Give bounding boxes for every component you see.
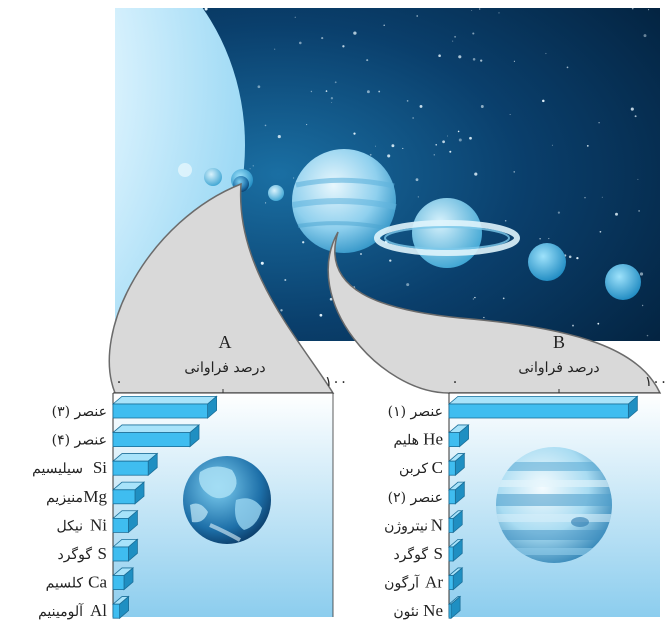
chart-a-category-label: کلسیم — [46, 576, 84, 592]
chart-a-category-label: سیلیسیم — [32, 461, 83, 477]
chart-b-tick-0: ۰ — [451, 374, 459, 390]
chart-a-tick-100: ۱۰۰ — [325, 374, 348, 390]
chart-b-title: B — [553, 332, 565, 352]
chart-b-category-symbol: S — [434, 544, 443, 563]
jupiter-large-image — [496, 447, 612, 563]
zoom-callout-b — [327, 231, 662, 394]
chart-b-category-label: عنصر (۲) — [388, 490, 443, 506]
chart-a-category-symbol: Ni — [90, 515, 107, 534]
neptune-image — [605, 264, 641, 300]
space-image — [115, 8, 660, 341]
chart-b-category-symbol: C — [432, 458, 443, 477]
chart-a-category-symbol: Al — [90, 601, 107, 620]
chart-a-title: A — [219, 332, 232, 352]
chart-b-bar — [447, 509, 464, 534]
chart-a-category-label: عنصر (۴) — [52, 433, 107, 449]
chart-b-category-label: عنصر (۱) — [388, 404, 443, 420]
chart-b-bar — [447, 595, 462, 620]
chart-b-category-symbol: He — [423, 430, 443, 449]
chart-a-category-label: گوگرد — [57, 546, 92, 563]
chart-a-category-label: نیکل — [57, 518, 83, 534]
chart-a-axis-label: درصد فراوانی — [184, 360, 265, 376]
saturn-image — [374, 198, 520, 268]
uranus-image — [528, 243, 566, 281]
chart-a-category-label: عنصر (۳) — [52, 404, 107, 420]
chart-a: A درصد فراوانی ۰ ۱۰۰ عنصر (۳) عنصر (۴) Si س… — [32, 332, 347, 620]
chart-b-category-label: نیتروژن — [384, 518, 428, 534]
earth-image — [183, 456, 271, 544]
chart-a-bar — [111, 509, 139, 534]
chart-b-category-label: هلیم — [393, 433, 419, 449]
chart-a-category-label: منیزیم — [46, 490, 83, 506]
chart-b-category-symbol: N — [431, 515, 443, 534]
chart-b-bars — [447, 395, 639, 620]
chart-b-category-label: گوگرد — [393, 546, 428, 563]
chart-b-category-label: آرگون — [384, 574, 420, 592]
chart-b-bar — [447, 538, 464, 562]
chart-b-category-symbol: Ne — [423, 601, 443, 620]
chart-a-bar — [111, 452, 159, 477]
chart-a-bar — [111, 567, 135, 591]
jupiter-image — [292, 149, 397, 253]
chart-b-bar — [447, 481, 466, 505]
mercury-image — [204, 168, 222, 186]
chart-b-category-label: کربن — [399, 461, 428, 477]
chart-a-category-symbol: S — [98, 544, 107, 563]
chart-a-category-symbol: Si — [93, 458, 107, 477]
chart-a-bar — [111, 595, 130, 620]
chart-b-axis-label: درصد فراوانی — [518, 360, 599, 376]
chart-a-bar — [111, 481, 146, 505]
chart-b-bar — [447, 567, 464, 591]
chart-b-bar — [447, 452, 466, 477]
chart-a-bars — [111, 395, 218, 620]
chart-b-bar — [447, 424, 470, 448]
chart-b-category-label: نئون — [393, 604, 419, 620]
chart-b-tick-100: ۱۰۰ — [645, 374, 666, 390]
chart-a-bar — [111, 538, 139, 562]
chart-a-category-symbol: Mg — [83, 487, 107, 506]
chart-a-tick-0: ۰ — [115, 374, 123, 390]
chart-a-category-label: آلومینیم — [38, 602, 84, 620]
chart-a-bar — [111, 424, 201, 448]
chart-a-bar — [111, 395, 218, 419]
chart-b-bar — [447, 395, 639, 419]
chart-b-category-symbol: Ar — [425, 573, 443, 592]
mars-image — [268, 185, 284, 201]
chart-a-category-symbol: Ca — [88, 573, 107, 592]
